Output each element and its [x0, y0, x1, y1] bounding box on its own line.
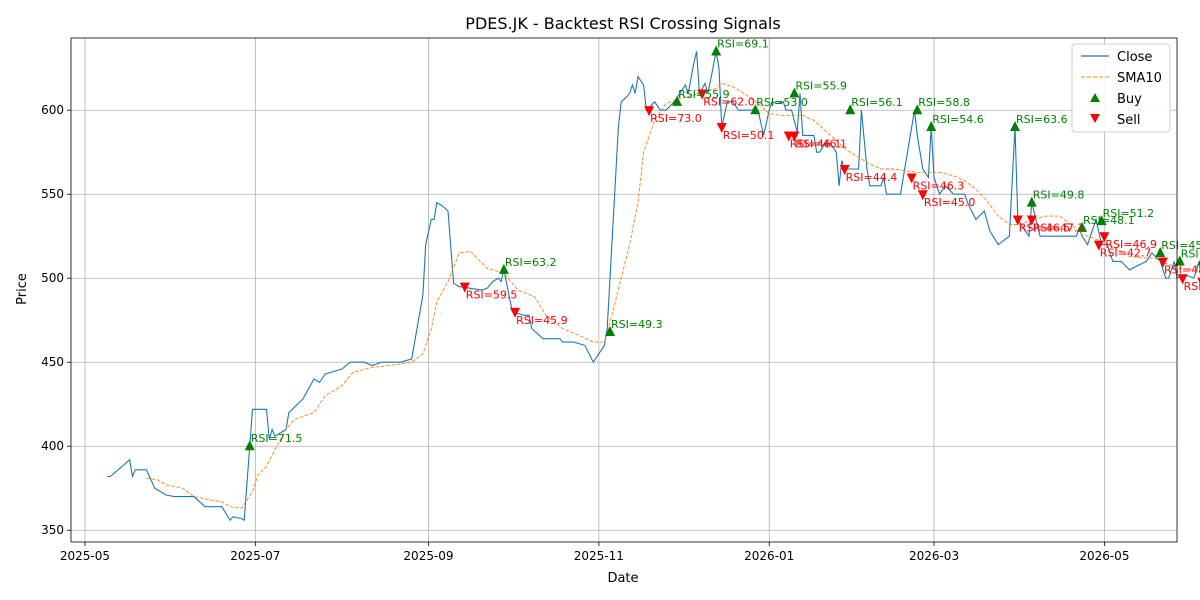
buy-annotation: RSI=48.2: [1181, 247, 1200, 260]
sell-annotation: RSI=44.4: [846, 171, 898, 184]
buy-marker: [1010, 121, 1021, 132]
sell-marker: [459, 282, 470, 293]
sell-marker: [1177, 274, 1188, 285]
sell-annotation: RSI=46.1: [795, 137, 847, 150]
buy-annotation: RSI=69.1: [717, 37, 769, 50]
buy-annotation: RSI=49.8: [1033, 189, 1085, 202]
sell-marker: [1099, 232, 1110, 243]
sell-marker: [1093, 240, 1104, 251]
buy-marker: [789, 87, 800, 98]
legend-sell-label: Sell: [1117, 113, 1140, 128]
sell-annotation: RSI=42.7: [1100, 247, 1152, 260]
buy-annotation: RSI=56.1: [851, 96, 903, 109]
plot-frame: [70, 37, 1178, 543]
legend-buy-marker: [1090, 93, 1100, 102]
buy-marker: [912, 104, 923, 115]
close-price-line: [107, 51, 1200, 522]
sell-marker: [510, 307, 521, 318]
buy-annotation: RSI=49.3: [611, 318, 663, 331]
sell-annotation: RSI=46.9: [1105, 238, 1157, 251]
sell-marker: [917, 190, 928, 201]
legend-buy-label: Buy: [1117, 92, 1142, 107]
y-tick-label: 600: [41, 103, 64, 117]
sell-annotation: RSI=45.9: [516, 314, 568, 327]
x-tick-label: 2025-09: [403, 549, 453, 563]
y-tick-label: 350: [41, 523, 64, 537]
buy-marker: [1197, 259, 1200, 266]
buy-annotation: RSI=45.6: [1161, 239, 1200, 252]
x-tick-label: 2026-05: [1079, 549, 1129, 563]
x-tick-label: 2025-11: [574, 549, 624, 563]
sell-marker: [716, 123, 727, 134]
buy-annotation: RSI=51.2: [1103, 207, 1155, 220]
buy-marker: [498, 263, 509, 274]
buy-marker: [672, 95, 683, 106]
plot-area: [107, 45, 1200, 522]
sell-marker: [644, 106, 655, 117]
legend: Close SMA10 Buy Sell: [1071, 43, 1171, 133]
buy-marker: [926, 121, 937, 132]
chart-title: PDES.JK - Backtest RSI Crossing Signals: [465, 14, 780, 33]
sell-marker: [1026, 215, 1037, 226]
sell-marker: [1197, 277, 1200, 284]
buy-marker: [711, 45, 722, 56]
sell-annotation: RSI=45.0: [924, 196, 976, 209]
sell-marker: [1158, 257, 1169, 268]
y-axis-label: Price: [15, 273, 30, 305]
buy-annotation: RSI=63.6: [1016, 113, 1068, 126]
sma10-line: [146, 82, 1200, 509]
sell-marker: [789, 131, 800, 142]
y-tick-label: 450: [41, 355, 64, 369]
y-tick-label: 400: [41, 439, 64, 453]
sell-annotation: RSI=43.0: [1184, 280, 1200, 293]
buy-annotation: RSI=55.9: [678, 88, 730, 101]
buy-marker: [845, 104, 856, 115]
buy-annotation: RSI=63.2: [505, 256, 557, 269]
sell-annotation: RSI=73.0: [650, 112, 702, 125]
buy-annotation: RSI=53.0: [756, 96, 808, 109]
sell-annotation: RSI=59.5: [466, 289, 518, 302]
legend-close-label: Close: [1117, 50, 1152, 65]
x-axis-label: Date: [607, 571, 638, 586]
sell-annotation: RSI=46.3: [913, 179, 965, 192]
x-tick-label: 2026-01: [744, 549, 794, 563]
sell-annotation: RSI=46.1: [790, 137, 842, 150]
buy-marker: [244, 440, 255, 451]
buy-marker: [750, 104, 761, 115]
y-tick-label: 550: [41, 187, 64, 201]
buy-marker: [1077, 221, 1088, 232]
sell-marker: [839, 165, 850, 176]
grid: [71, 38, 1177, 542]
sell-marker: [906, 173, 917, 184]
sell-annotation: RSI=50.1: [723, 129, 775, 142]
buy-marker: [1096, 215, 1107, 226]
legend-box: [1071, 43, 1171, 133]
buy-marker: [605, 326, 616, 336]
buy-annotation: RSI=55.9: [795, 79, 847, 92]
axes: 2025-05 2025-07 2025-09 2025-11 2026-01 2026-…: [41, 37, 1178, 563]
x-tick-label: 2025-07: [230, 549, 280, 563]
legend-sell-marker: [1090, 114, 1100, 123]
sell-annotation: RSI=62.0: [703, 95, 755, 108]
legend-sma-label: SMA10: [1117, 71, 1162, 86]
sell-annotation: RSI=46.5: [1019, 221, 1071, 234]
x-tick-label: 2025-05: [60, 549, 110, 563]
signal-annotations: RSI=71.5 RSI=63.2 RSI=49.3 RSI=55.9 RSI=69.1…: [251, 37, 1200, 445]
buy-marker: [1155, 247, 1166, 258]
sell-annotation: RSI=48.8: [1164, 263, 1200, 276]
x-tick-label: 2026-03: [909, 549, 959, 563]
buy-annotation: RSI=71.5: [251, 432, 303, 445]
buy-annotation: RSI=54.6: [932, 113, 984, 126]
y-tick-label: 500: [41, 271, 64, 285]
sell-marker: [1012, 215, 1023, 226]
buy-annotation: RSI=48.1: [1083, 214, 1135, 227]
sell-marker: [697, 89, 708, 100]
buy-annotation: RSI=58.8: [918, 96, 970, 109]
buy-marker: [1026, 196, 1037, 207]
sell-annotation: RSI=47.1: [1033, 221, 1085, 234]
